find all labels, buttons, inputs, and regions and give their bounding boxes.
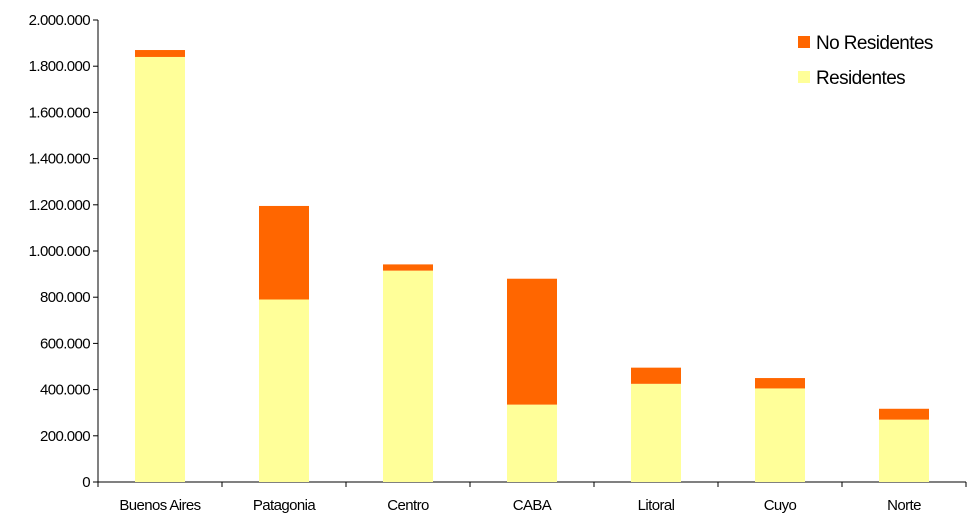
y-tick-label: 1.200.000 — [29, 197, 91, 214]
bar-residentes — [631, 383, 681, 482]
bar-no-residentes — [259, 205, 309, 300]
y-tick-label: 1.800.000 — [29, 58, 91, 75]
x-category-label: Litoral — [638, 497, 675, 514]
x-ticks: Buenos Aires Patagonia Centro CABA Litoral Cu… — [97, 482, 967, 514]
y-tick-label: 400.000 — [40, 382, 90, 399]
bar-residentes — [879, 419, 929, 482]
legend-swatch — [798, 71, 810, 83]
bar-no-residentes — [383, 264, 433, 271]
x-category-label: Patagonia — [253, 497, 316, 514]
legend-label: No Residentes — [816, 33, 933, 54]
y-ticks: 0 200.000 400.000 600.000 800.000 1.000.000 1.… — [29, 12, 98, 491]
x-category-label: Centro — [387, 497, 429, 514]
legend-label: Residentes — [816, 68, 905, 89]
x-category-label: Cuyo — [764, 497, 797, 514]
bar-no-residentes — [631, 367, 681, 384]
bar-no-residentes — [507, 278, 557, 405]
bar-residentes — [135, 56, 185, 483]
y-tick-label: 2.000.000 — [29, 12, 91, 29]
bar-residentes — [507, 404, 557, 482]
y-tick-label: 200.000 — [40, 428, 90, 445]
y-tick-label: 600.000 — [40, 335, 90, 352]
bar-residentes — [383, 270, 433, 482]
y-tick-label: 800.000 — [40, 289, 90, 306]
bar-residentes — [755, 388, 805, 482]
bar-no-residentes — [135, 50, 185, 57]
y-tick-label: 1.400.000 — [29, 151, 91, 168]
legend-swatch — [798, 36, 810, 48]
bar-no-residentes — [879, 408, 929, 420]
bar-no-residentes — [755, 378, 805, 389]
bar-residentes — [259, 299, 309, 482]
y-tick-label: 1.600.000 — [29, 104, 91, 121]
x-category-label: Buenos Aires — [119, 497, 200, 514]
x-category-label: CABA — [513, 497, 552, 514]
legend: No Residentes Residentes — [798, 33, 934, 89]
y-tick-label: 1.000.000 — [29, 243, 91, 260]
bars — [135, 50, 929, 483]
y-tick-label: 0 — [82, 474, 90, 491]
x-category-label: Norte — [887, 497, 921, 514]
